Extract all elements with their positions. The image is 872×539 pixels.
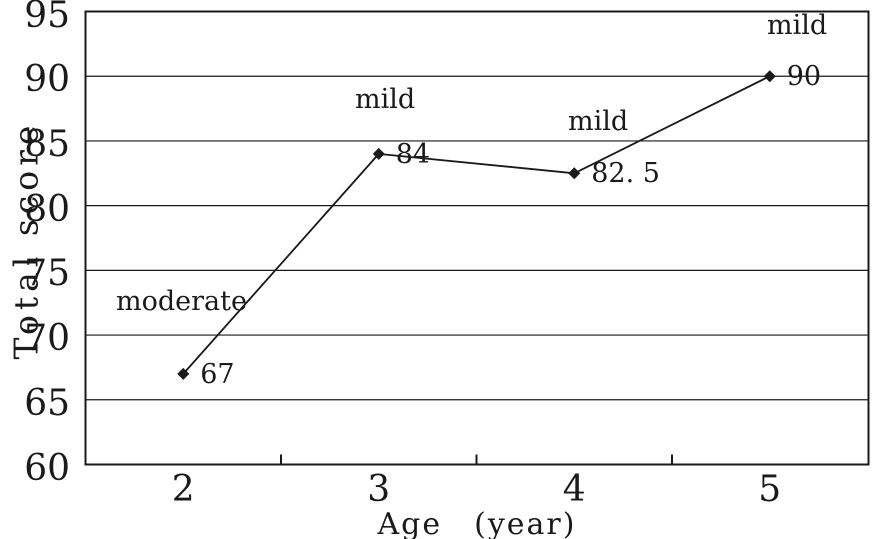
data-point-value-label: 67: [200, 358, 235, 390]
severity-label: mild: [568, 106, 629, 137]
y-tick-label: 70: [24, 318, 70, 360]
y-tick-label: 65: [24, 382, 70, 424]
data-line: [182, 75, 771, 375]
plot-border: [84, 10, 870, 466]
data-point-marker: [177, 367, 190, 380]
x-tick-label: 3: [367, 469, 391, 510]
y-tick-label: 80: [24, 188, 70, 230]
data-point-value-label: 84: [395, 138, 431, 170]
x-tick-label: 2: [171, 469, 195, 510]
y-tick-label: 60: [24, 447, 70, 489]
data-point-value-label: 90: [786, 61, 822, 93]
y-tick-label: 95: [24, 0, 70, 36]
x-tick-label: 4: [562, 469, 586, 510]
y-tick-label: 85: [24, 123, 70, 165]
data-point-value-label: 82. 5: [591, 158, 660, 190]
severity-label: mild: [355, 84, 416, 115]
severity-label: mild: [767, 10, 828, 41]
x-axis-title: Age (year): [377, 507, 577, 539]
severity-label: moderate: [116, 286, 247, 317]
data-point-marker: [568, 167, 581, 180]
data-point-marker: [763, 70, 776, 83]
data-point-marker: [372, 147, 385, 160]
y-tick-label: 90: [24, 59, 70, 101]
x-tick-label: 5: [758, 469, 782, 510]
y-tick-label: 75: [24, 253, 70, 295]
